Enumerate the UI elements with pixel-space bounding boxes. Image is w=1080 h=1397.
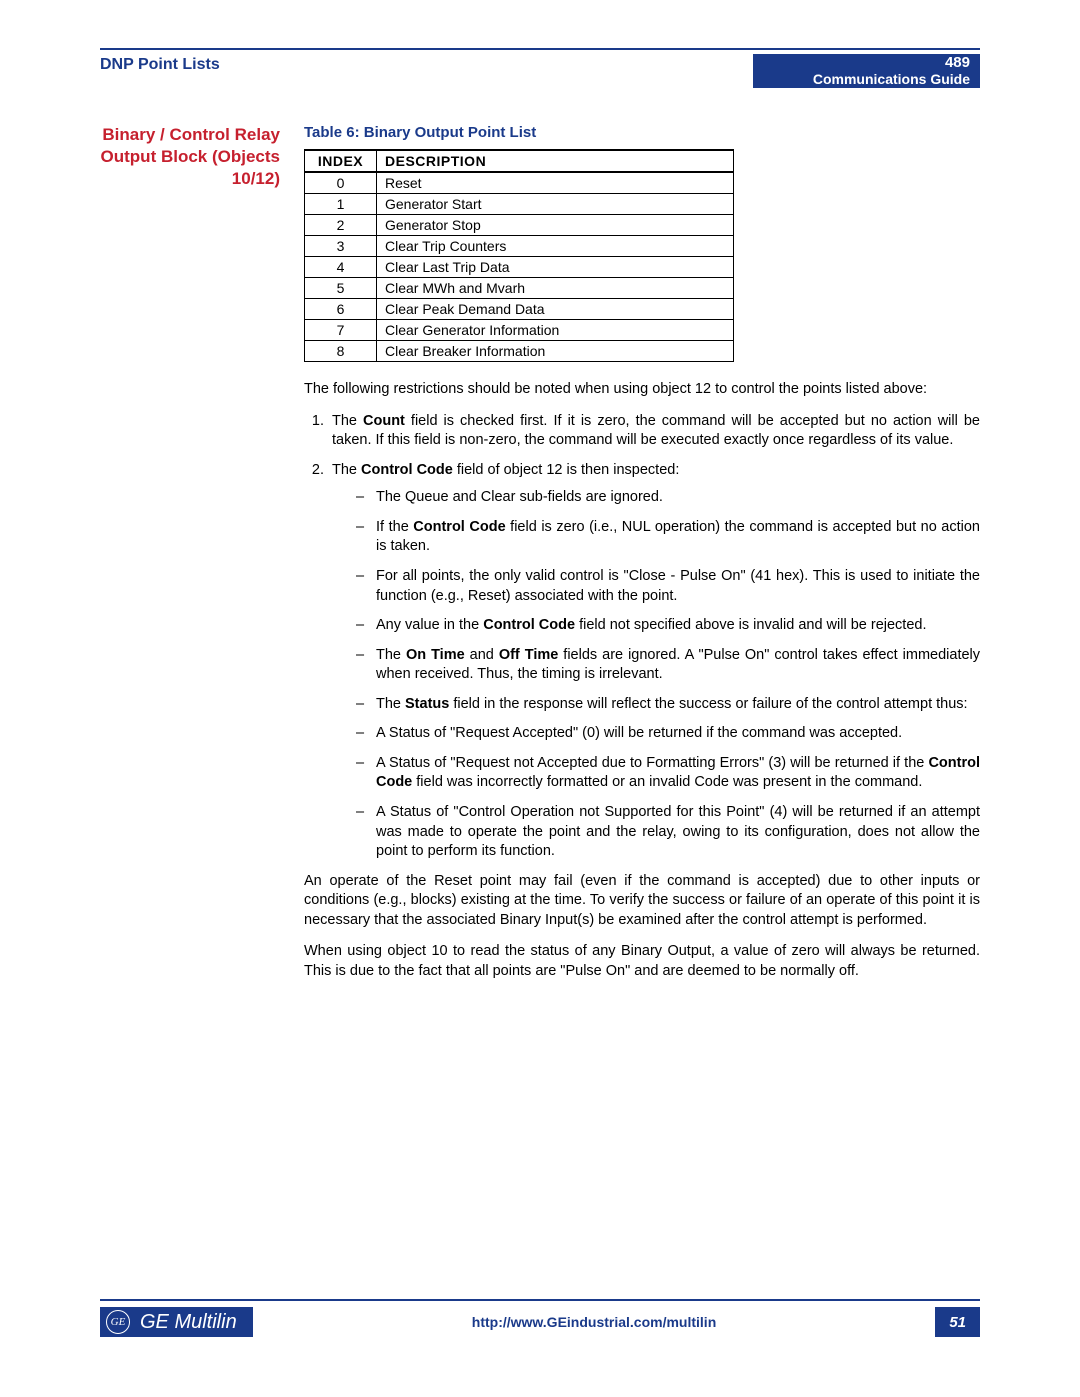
header-product-box: 489 Communications Guide — [753, 54, 980, 88]
cell-description: Generator Start — [377, 194, 734, 215]
bold-text: Status — [405, 696, 449, 712]
bold-text: Control Code — [361, 462, 453, 478]
cell-description: Clear Generator Information — [377, 320, 734, 341]
list-item: A Status of "Request not Accepted due to… — [356, 754, 980, 793]
brand-logo: GE GE Multilin — [100, 1307, 253, 1337]
text: The — [376, 647, 406, 663]
page-footer: GE GE Multilin http://www.GEindustrial.c… — [100, 1299, 980, 1337]
text: If the — [376, 519, 413, 535]
table-row: 3Clear Trip Counters — [305, 236, 734, 257]
header-section-title: DNP Point Lists — [100, 54, 753, 88]
body-text: The following restrictions should be not… — [304, 380, 980, 982]
cell-description: Generator Stop — [377, 215, 734, 236]
text: field not specified above is invalid and… — [575, 617, 926, 633]
cell-description: Clear Last Trip Data — [377, 257, 734, 278]
list-item: A Status of "Request Accepted" (0) will … — [356, 724, 980, 744]
cell-index: 6 — [305, 299, 377, 320]
table-row: 5Clear MWh and Mvarh — [305, 278, 734, 299]
cell-index: 5 — [305, 278, 377, 299]
cell-description: Clear Breaker Information — [377, 341, 734, 362]
numbered-list: The Count field is checked first. If it … — [304, 412, 980, 862]
dash-list: The Queue and Clear sub-fields are ignor… — [332, 488, 980, 861]
list-item: If the Control Code field is zero (i.e.,… — [356, 518, 980, 557]
list-item: A Status of "Control Operation not Suppo… — [356, 803, 980, 862]
cell-index: 4 — [305, 257, 377, 278]
list-item: For all points, the only valid control i… — [356, 567, 980, 606]
guide-name: Communications Guide — [813, 71, 970, 87]
brand-name: GE Multilin — [140, 1311, 237, 1334]
cell-index: 7 — [305, 320, 377, 341]
text: field of object 12 is then inspected: — [453, 462, 680, 478]
side-heading: Binary / Control Relay Output Block (Obj… — [100, 124, 280, 994]
bold-text: Control Code — [413, 519, 505, 535]
cell-description: Clear Trip Counters — [377, 236, 734, 257]
list-item: The On Time and Off Time fields are igno… — [356, 646, 980, 685]
list-item: The Control Code field of object 12 is t… — [328, 461, 980, 862]
cell-description: Clear Peak Demand Data — [377, 299, 734, 320]
bold-text: Off Time — [499, 647, 559, 663]
list-item: Any value in the Control Code field not … — [356, 616, 980, 636]
text: The — [376, 696, 405, 712]
col-header-description: DESCRIPTION — [377, 150, 734, 172]
side-heading-line: 10/12) — [100, 168, 280, 190]
text: The — [332, 413, 363, 429]
ge-monogram-icon: GE — [106, 1310, 130, 1334]
table-row: 7Clear Generator Information — [305, 320, 734, 341]
intro-paragraph: The following restrictions should be not… — [304, 380, 980, 400]
top-rule — [100, 48, 980, 50]
bold-text: Count — [363, 413, 405, 429]
binary-output-table: INDEX DESCRIPTION 0Reset1Generator Start… — [304, 149, 734, 362]
paragraph: When using object 10 to read the status … — [304, 942, 980, 981]
table-row: 8Clear Breaker Information — [305, 341, 734, 362]
page-header: DNP Point Lists 489 Communications Guide — [100, 54, 980, 88]
text: A Status of "Request not Accepted due to… — [376, 755, 928, 771]
table-row: 2Generator Stop — [305, 215, 734, 236]
page-number: 51 — [935, 1307, 980, 1337]
side-heading-line: Binary / Control Relay — [100, 124, 280, 146]
paragraph: An operate of the Reset point may fail (… — [304, 872, 980, 931]
table-row: 4Clear Last Trip Data — [305, 257, 734, 278]
text: field is checked first. If it is zero, t… — [332, 413, 980, 449]
product-number: 489 — [813, 54, 970, 71]
main-content: Table 6: Binary Output Point List INDEX … — [304, 124, 980, 994]
text: The — [332, 462, 361, 478]
text: Any value in the — [376, 617, 483, 633]
list-item: The Queue and Clear sub-fields are ignor… — [356, 488, 980, 508]
list-item: The Status field in the response will re… — [356, 695, 980, 715]
cell-index: 3 — [305, 236, 377, 257]
text: field was incorrectly formatted or an in… — [412, 774, 922, 790]
cell-index: 2 — [305, 215, 377, 236]
col-header-index: INDEX — [305, 150, 377, 172]
cell-index: 0 — [305, 172, 377, 194]
text: and — [465, 647, 499, 663]
table-row: 0Reset — [305, 172, 734, 194]
footer-url: http://www.GEindustrial.com/multilin — [253, 1314, 936, 1330]
bold-text: Control Code — [483, 617, 575, 633]
table-title: Table 6: Binary Output Point List — [304, 124, 980, 141]
text: field in the response will reflect the s… — [449, 696, 967, 712]
cell-index: 8 — [305, 341, 377, 362]
table-row: 1Generator Start — [305, 194, 734, 215]
table-row: 6Clear Peak Demand Data — [305, 299, 734, 320]
cell-description: Reset — [377, 172, 734, 194]
bold-text: On Time — [406, 647, 465, 663]
side-heading-line: Output Block (Objects — [100, 146, 280, 168]
list-item: The Count field is checked first. If it … — [328, 412, 980, 451]
cell-description: Clear MWh and Mvarh — [377, 278, 734, 299]
footer-rule — [100, 1299, 980, 1301]
cell-index: 1 — [305, 194, 377, 215]
